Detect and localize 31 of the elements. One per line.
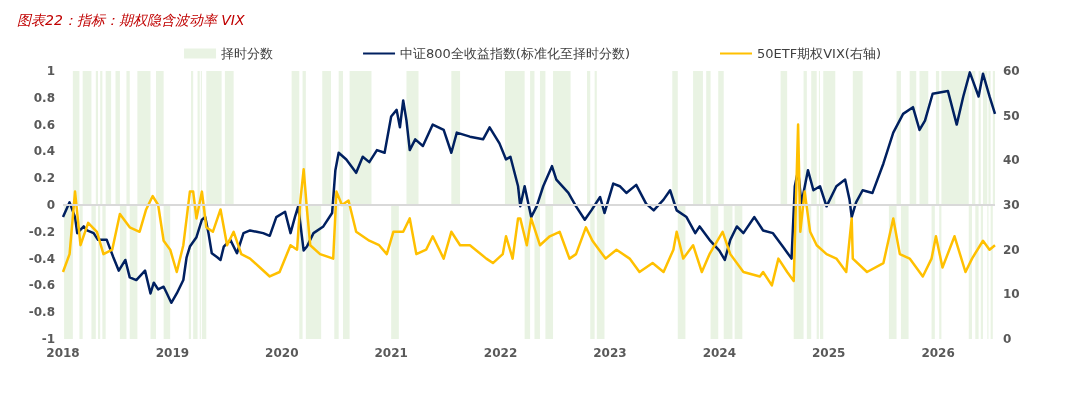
y-tick-label: -0.2 bbox=[28, 224, 55, 239]
x-tick-label: 2025 bbox=[812, 346, 846, 360]
chart-title: 图表22：指标：期权隐含波动率 VIX bbox=[17, 12, 245, 28]
y2-tick-label: 10 bbox=[1003, 287, 1020, 302]
legend-label: 择时分数 bbox=[221, 46, 274, 61]
y2-tick-label: 50 bbox=[1003, 108, 1020, 123]
legend-label: 中证800全收益指数(标准化至择时分数) bbox=[400, 46, 631, 61]
y-tick-label: 0.8 bbox=[33, 90, 55, 105]
y-tick-label: -1 bbox=[41, 332, 55, 346]
x-tick-label: 2020 bbox=[265, 346, 299, 360]
y2-tick-label: 0 bbox=[1003, 332, 1012, 346]
x-tick-label: 2024 bbox=[702, 346, 737, 360]
y-tick-label: 1 bbox=[46, 64, 55, 78]
x-tick-label: 2018 bbox=[46, 346, 80, 360]
x-tick-label: 2021 bbox=[374, 346, 408, 360]
y-tick-label: -0.8 bbox=[28, 305, 55, 320]
y-tick-label: -0.4 bbox=[28, 251, 55, 266]
y-tick-label: 0 bbox=[46, 198, 55, 212]
x-tick-label: 2023 bbox=[593, 346, 627, 360]
y2-tick-label: 30 bbox=[1003, 198, 1020, 212]
y2-tick-label: 40 bbox=[1003, 153, 1020, 168]
y2-tick-label: 20 bbox=[1003, 242, 1020, 257]
y-tick-label: 0.6 bbox=[33, 117, 55, 132]
x-tick-label: 2022 bbox=[483, 346, 518, 360]
y-tick-label: -0.6 bbox=[28, 278, 55, 293]
y2-tick-label: 60 bbox=[1003, 64, 1020, 78]
x-tick-label: 2019 bbox=[155, 346, 190, 360]
y-tick-label: 0.2 bbox=[33, 171, 55, 186]
x-tick-label: 2026 bbox=[921, 346, 955, 360]
legend-label: 50ETF期权VIX(右轴) bbox=[757, 46, 881, 61]
y-tick-label: 0.4 bbox=[33, 144, 55, 159]
